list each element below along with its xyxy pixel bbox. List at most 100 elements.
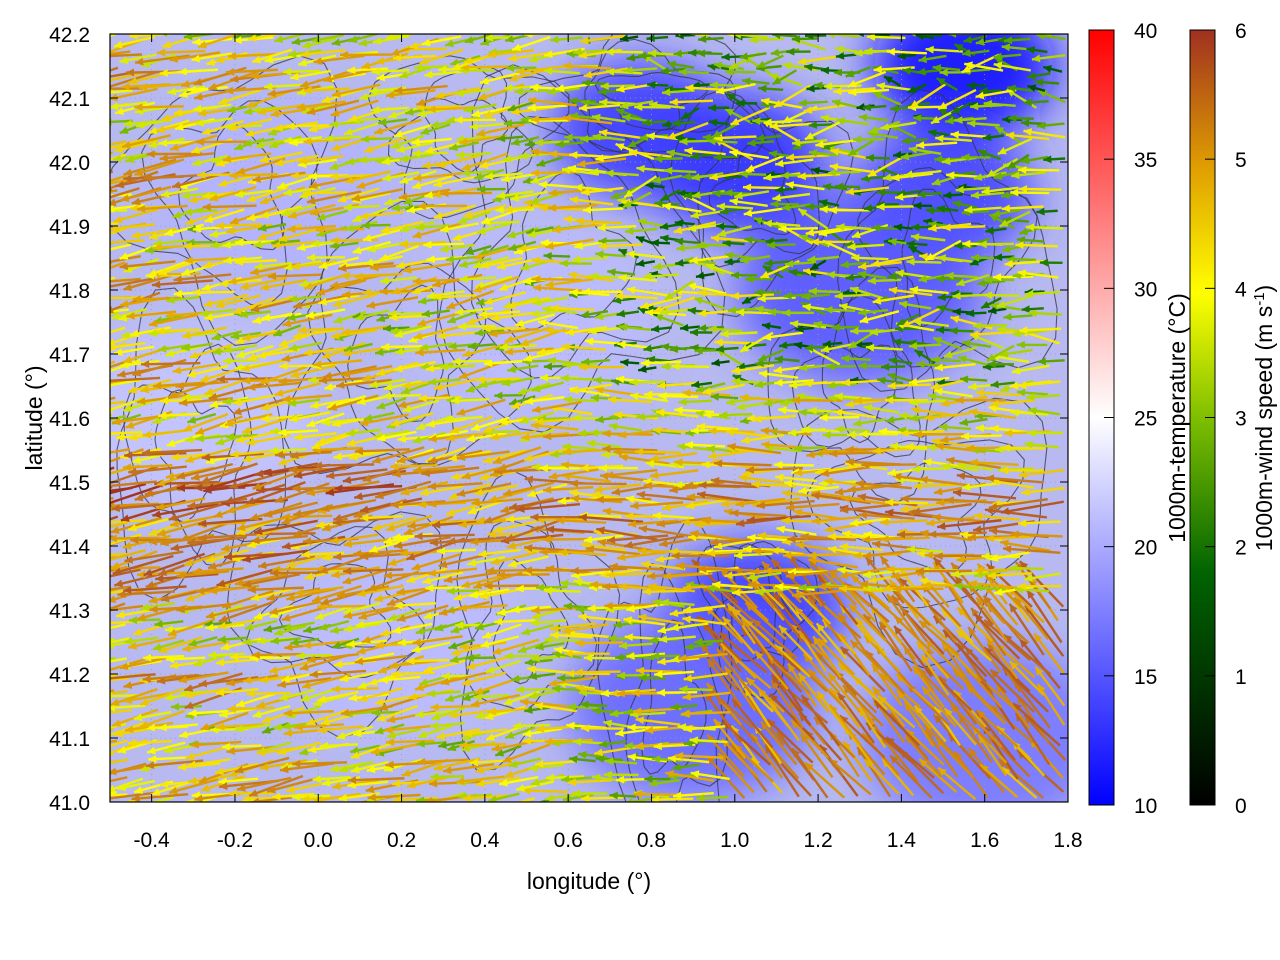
wind-vector-head — [93, 772, 102, 780]
wind-vector-shaft — [937, 766, 977, 801]
wind-vector-head — [243, 794, 252, 802]
wind-vector-head — [958, 714, 967, 724]
wind-vector-head — [487, 707, 497, 716]
wind-vector-shaft — [347, 777, 405, 782]
wind-vector-shaft — [1036, 683, 1066, 726]
wind-vector-head — [299, 748, 309, 756]
wind-vector-shaft — [417, 758, 469, 764]
wind-vector-head — [924, 723, 933, 733]
wind-vector — [804, 761, 846, 799]
wind-vector-shaft — [871, 663, 903, 707]
wind-vector — [347, 776, 405, 784]
wind-vector-head — [594, 748, 603, 757]
wind-vector-head — [216, 722, 225, 731]
wind-vector-head — [272, 792, 281, 801]
wind-vector-shaft — [717, 752, 755, 794]
wind-vector-head — [545, 794, 554, 802]
wind-vector-head — [436, 732, 446, 740]
wind-vector-head — [469, 758, 479, 767]
wind-vector-shaft — [236, 776, 292, 791]
wind-vector — [146, 741, 186, 755]
wind-vector-shaft — [1015, 694, 1051, 744]
wind-vector-head — [1024, 715, 1033, 724]
wind-vector — [187, 758, 231, 769]
wind-vector — [131, 792, 189, 802]
wind-vector-shaft — [1012, 702, 1061, 747]
wind-vector — [429, 721, 465, 730]
wind-vector-head — [653, 742, 662, 751]
wind-vector-head — [306, 717, 316, 726]
wind-vector — [651, 755, 683, 764]
wind-vector — [261, 706, 305, 724]
wind-vector-head — [438, 741, 447, 749]
wind-vector-head — [933, 714, 943, 724]
wind-vector — [857, 706, 887, 749]
wind-vector-head — [227, 705, 236, 713]
wind-vector — [545, 792, 580, 802]
wind-vector-shaft — [313, 463, 375, 467]
wind-vector-head — [98, 675, 107, 683]
wind-vector-head — [580, 700, 589, 709]
wind-vector — [384, 724, 434, 734]
wind-vector-shaft — [236, 797, 259, 802]
wind-vector-shaft — [414, 533, 475, 538]
wind-vector-head — [307, 745, 317, 754]
wind-vector — [475, 776, 521, 788]
wind-vector-head — [162, 804, 171, 812]
wind-vector — [839, 714, 886, 759]
wind-vector-head — [131, 794, 140, 802]
wind-vector-head — [913, 666, 922, 675]
wind-vector — [339, 760, 374, 773]
wind-vector-head — [524, 706, 533, 714]
wind-vector-head — [535, 725, 545, 733]
wind-vector-head — [561, 775, 570, 784]
wind-vector-head — [151, 788, 161, 796]
wind-vector-head — [578, 750, 587, 759]
wind-vector — [385, 738, 435, 746]
wind-vector — [367, 793, 421, 802]
wind-vector-head — [1002, 767, 1011, 776]
wind-vector-head — [443, 766, 452, 775]
wind-vector-shaft — [770, 679, 804, 729]
wind-vector-shaft — [800, 694, 840, 747]
wind-vector-head — [83, 528, 92, 536]
wind-vector-head — [545, 773, 555, 782]
wind-vector-head — [522, 737, 531, 745]
wind-vector — [519, 698, 570, 708]
wind-vector — [494, 744, 522, 757]
wind-vector-head — [603, 719, 613, 728]
wind-vector-head — [139, 720, 149, 729]
wind-vector — [624, 796, 656, 802]
wind-vector — [885, 736, 935, 779]
wind-vector-head — [857, 747, 866, 757]
wind-vector-head — [317, 726, 326, 734]
wind-vector — [185, 745, 230, 761]
wind-vector — [1034, 666, 1066, 707]
wind-vector — [871, 663, 903, 707]
terrain-contour — [767, 266, 936, 504]
wind-vector — [455, 775, 505, 785]
wind-vector-shaft — [861, 463, 917, 467]
plot-area — [60, 33, 1069, 812]
wind-vector-head — [79, 495, 88, 503]
wind-vector-head — [491, 744, 501, 752]
wind-vector-head — [366, 765, 376, 774]
wind-vector-shaft — [443, 762, 495, 773]
wind-vector — [863, 758, 900, 795]
wind-vector — [650, 795, 694, 802]
wind-vector-shaft — [292, 761, 348, 766]
wind-vector-head — [60, 708, 68, 716]
wind-vector — [60, 708, 111, 716]
wind-vector-shaft — [131, 792, 189, 801]
wind-vector-head — [215, 767, 225, 776]
wind-vector — [266, 776, 321, 794]
wind-vector-head — [291, 792, 301, 801]
wind-vector-head — [475, 766, 484, 774]
wind-vector-head — [648, 779, 658, 788]
wind-vector-head — [336, 731, 346, 740]
wind-vector — [215, 762, 259, 776]
wind-vector-head — [198, 775, 208, 784]
wind-vector-head — [93, 472, 102, 480]
wind-vector — [670, 703, 698, 711]
wind-vector-head — [100, 541, 109, 548]
